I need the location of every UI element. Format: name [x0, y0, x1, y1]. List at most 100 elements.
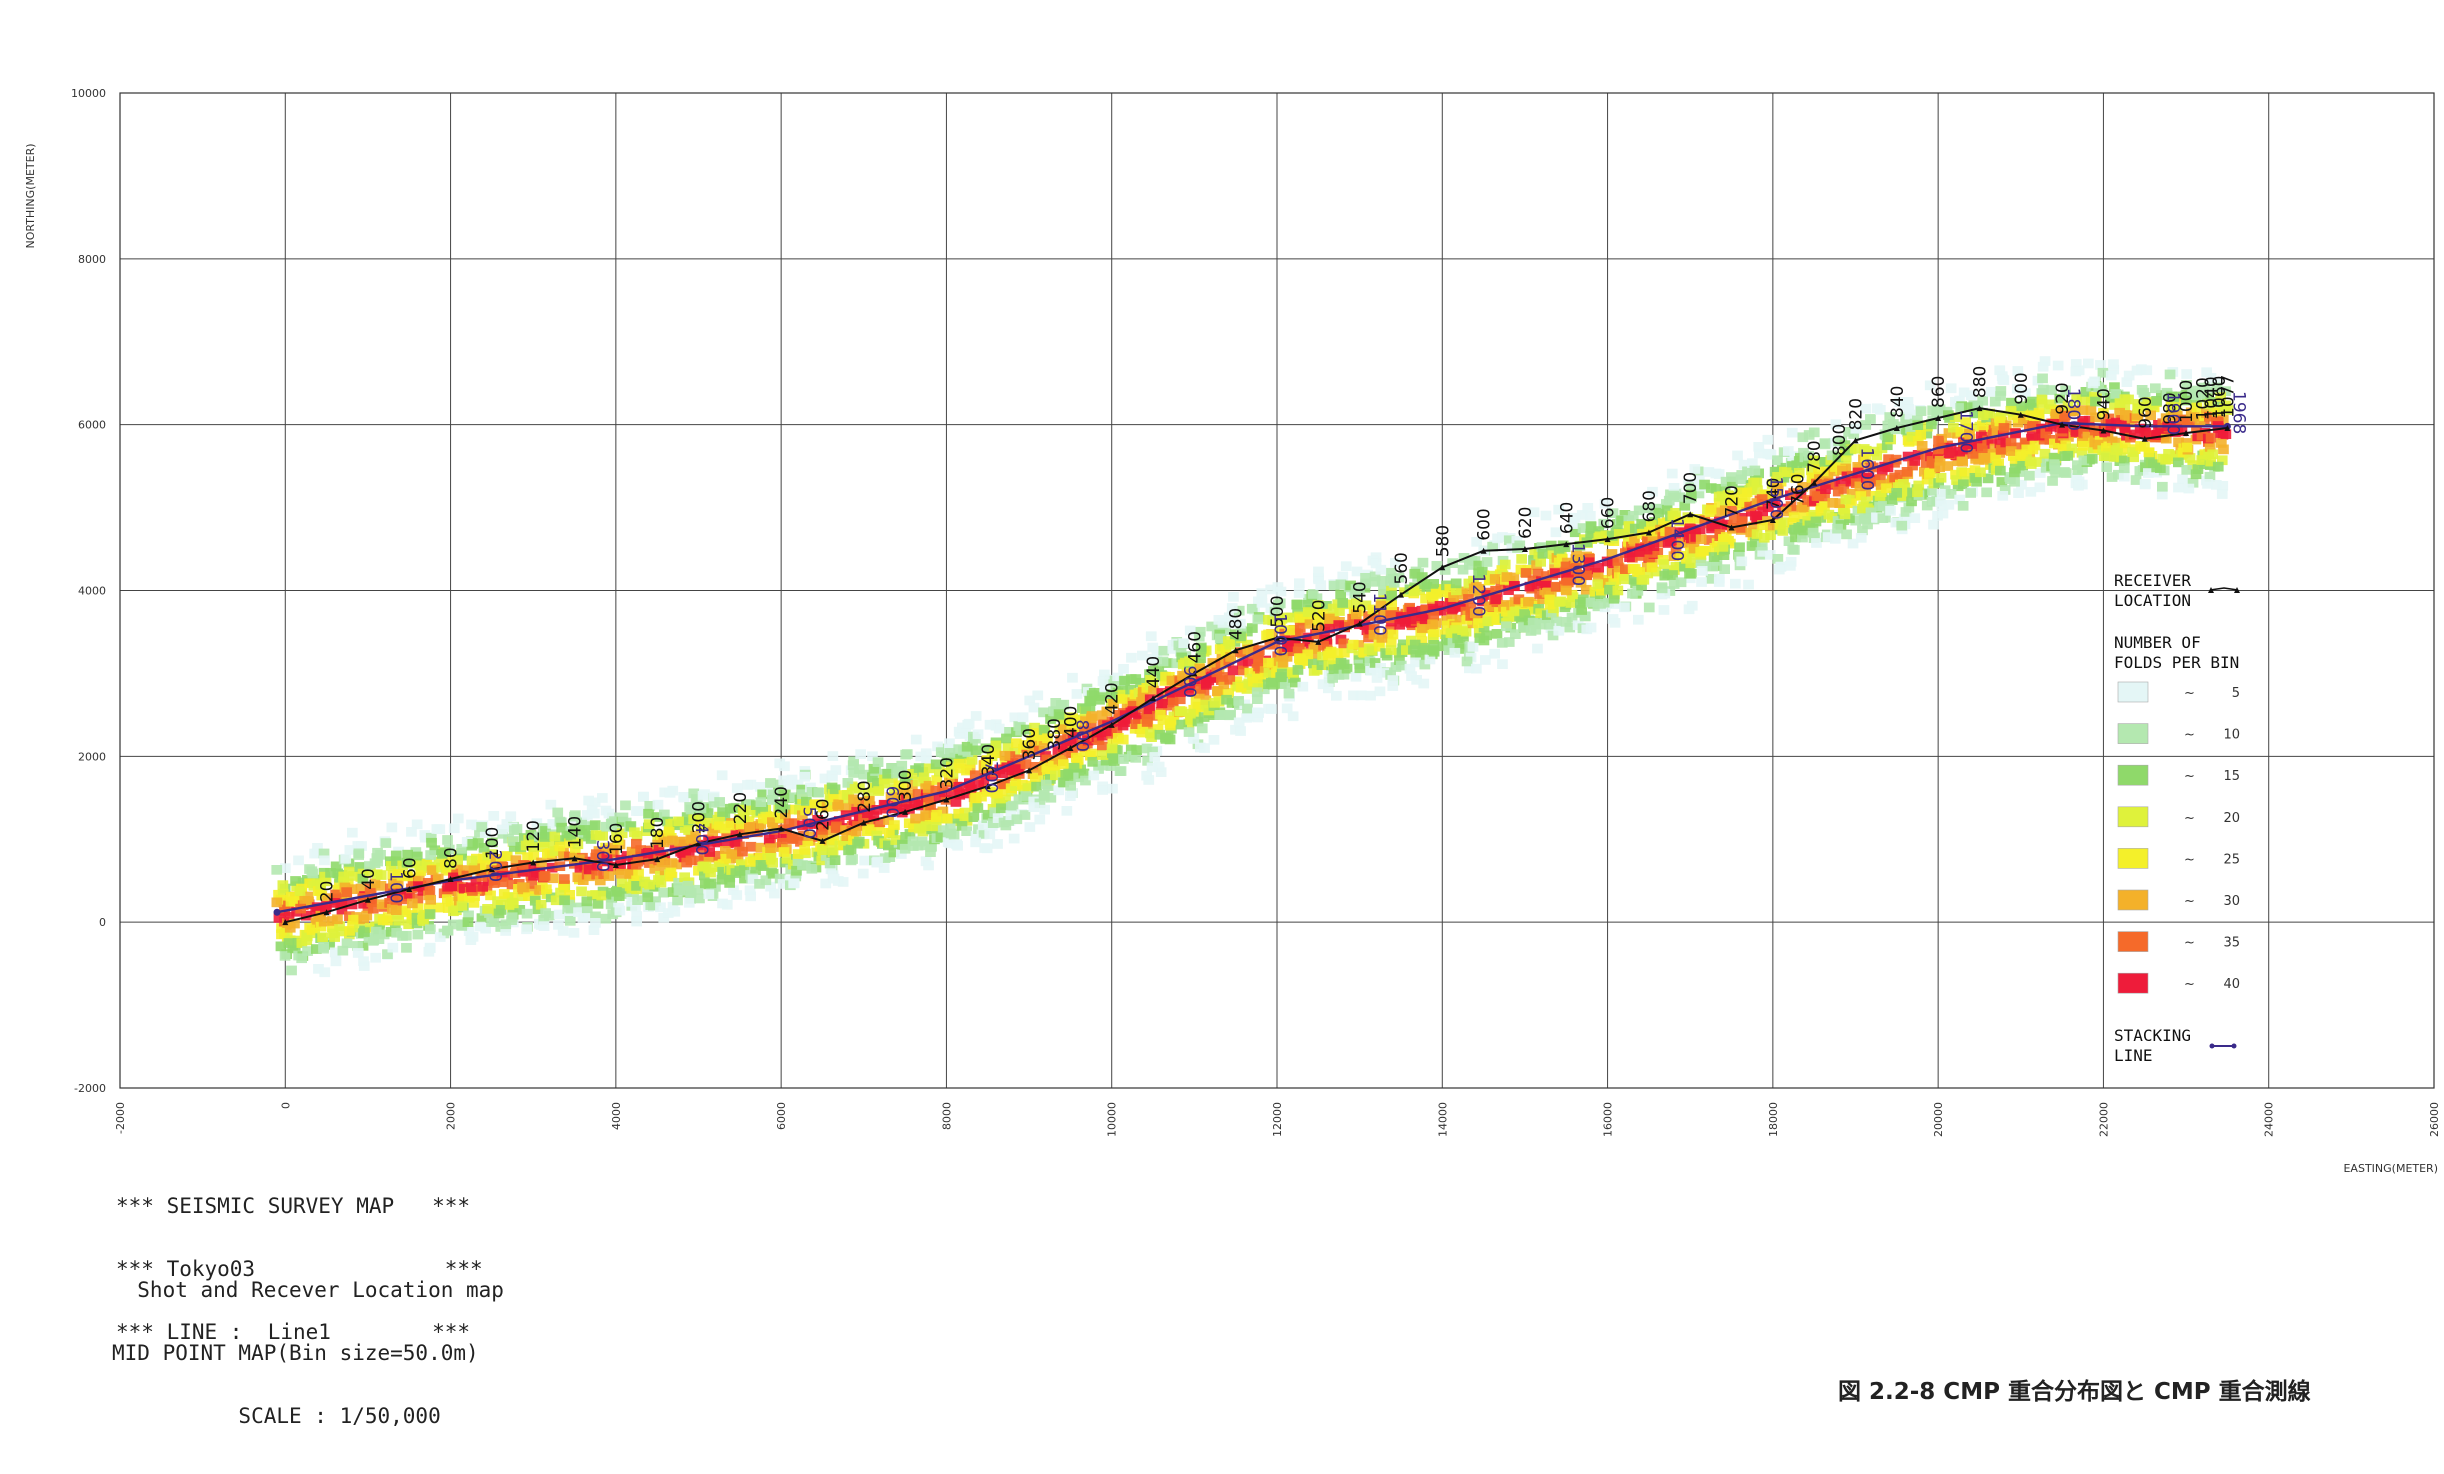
fold-bin [1188, 734, 1200, 744]
fold-bin [1927, 405, 1938, 416]
fold-bin [618, 884, 630, 894]
fold-bin [1783, 446, 1794, 456]
fold-bin [1989, 396, 2001, 407]
fold-bin [591, 869, 602, 880]
fold-bin [1094, 694, 1105, 705]
fold-bin [581, 903, 593, 914]
fold-bin [1282, 642, 1293, 652]
fold-bin [2024, 470, 2035, 481]
fold-bin [2092, 439, 2104, 450]
fold-bin [1765, 522, 1776, 532]
fold-bin [1903, 502, 1915, 513]
fold-bin [1830, 419, 1842, 430]
fold-bin [348, 914, 359, 925]
fold-bin [539, 871, 551, 881]
fold-bin [920, 810, 931, 820]
fold-bin [944, 838, 956, 849]
x-tick-label: 16000 [1602, 1102, 1615, 1137]
fold-bin [653, 844, 665, 855]
fold-bin [1378, 668, 1389, 678]
fold-bin [847, 854, 858, 864]
fold-bin [1317, 651, 1328, 662]
fold-bin [2095, 360, 2106, 370]
survey-title-block: *** SEISMIC SURVEY MAP *** *** Tokyo03 *… [116, 1154, 483, 1364]
fold-bin [392, 878, 404, 889]
fold-bin [1147, 653, 1159, 664]
fold-bin [301, 931, 313, 942]
fold-bin [1444, 584, 1456, 594]
fold-bin [586, 804, 598, 815]
fold-bin [2005, 446, 2017, 456]
fold-bin [1155, 767, 1167, 777]
fold-bin [1206, 621, 1217, 632]
fold-bin [1053, 785, 1065, 796]
fold-bin [402, 849, 413, 860]
fold-bin [1368, 629, 1380, 640]
fold-bin [829, 855, 841, 865]
fold-bin [779, 789, 791, 800]
fold-bin [1099, 682, 1111, 693]
fold-bin [1666, 468, 1678, 479]
fold-bin [565, 903, 577, 914]
fold-bin [2090, 412, 2101, 423]
receiver-marker [488, 866, 495, 873]
stacking-label: 1900 [2162, 392, 2182, 435]
fold-bin [325, 868, 336, 878]
fold-bin [508, 836, 519, 846]
fold-bin [553, 920, 564, 930]
fold-bin [1716, 491, 1728, 501]
fold-bin [1592, 572, 1604, 582]
fold-bin [827, 847, 839, 858]
fold-bin [1263, 657, 1274, 668]
fold-bin [2141, 365, 2153, 376]
fold-bin [422, 878, 434, 888]
fold-bin [930, 785, 942, 796]
fold-bin [1819, 457, 1831, 467]
fold-bin [1394, 655, 1405, 665]
fold-bin [2216, 455, 2228, 466]
fold-bin [688, 788, 700, 799]
fold-bin [1846, 488, 1858, 499]
fold-bin [1145, 675, 1156, 685]
fold-bin [1684, 516, 1696, 527]
fold-bin [1601, 556, 1613, 567]
fold-bin [1851, 423, 1863, 434]
fold-bin [2134, 466, 2146, 476]
fold-bin [1752, 485, 1763, 496]
fold-bin [1418, 642, 1430, 653]
legend-tilde: ~ [2184, 769, 2195, 784]
fold-bin [993, 723, 1005, 734]
fold-bin [528, 886, 540, 896]
fold-bin [1045, 792, 1057, 803]
fold-bin [1184, 683, 1196, 693]
fold-bin [1553, 545, 1565, 556]
fold-bin [1732, 450, 1743, 461]
receiver-label: 320 [937, 757, 957, 789]
fold-bin [1379, 607, 1391, 618]
fold-bin [425, 924, 436, 935]
fold-bin [1200, 699, 1212, 710]
fold-bin [2119, 438, 2131, 449]
fold-bin [468, 864, 480, 875]
fold-bin [667, 835, 678, 846]
fold-bin [1656, 583, 1668, 594]
fold-bin [433, 856, 445, 867]
legend-receiver-symbol [2209, 587, 2239, 591]
fold-bin [854, 783, 865, 793]
fold-bin [614, 905, 626, 916]
fold-bin [2191, 402, 2203, 413]
fold-bin [1496, 638, 1508, 648]
fold-bin [515, 842, 527, 852]
fold-bin [2109, 400, 2120, 410]
fold-bin [1763, 502, 1774, 513]
fold-bin [2173, 457, 2184, 468]
fold-bin [511, 863, 522, 873]
receiver-label: 180 [648, 817, 668, 849]
fold-bin [1769, 498, 1781, 508]
fold-bin [332, 914, 343, 925]
fold-bin [1544, 594, 1556, 605]
fold-bin [2037, 373, 2048, 384]
fold-bin [1687, 549, 1698, 560]
fold-bin [1790, 532, 1801, 543]
fold-bin [705, 878, 717, 889]
